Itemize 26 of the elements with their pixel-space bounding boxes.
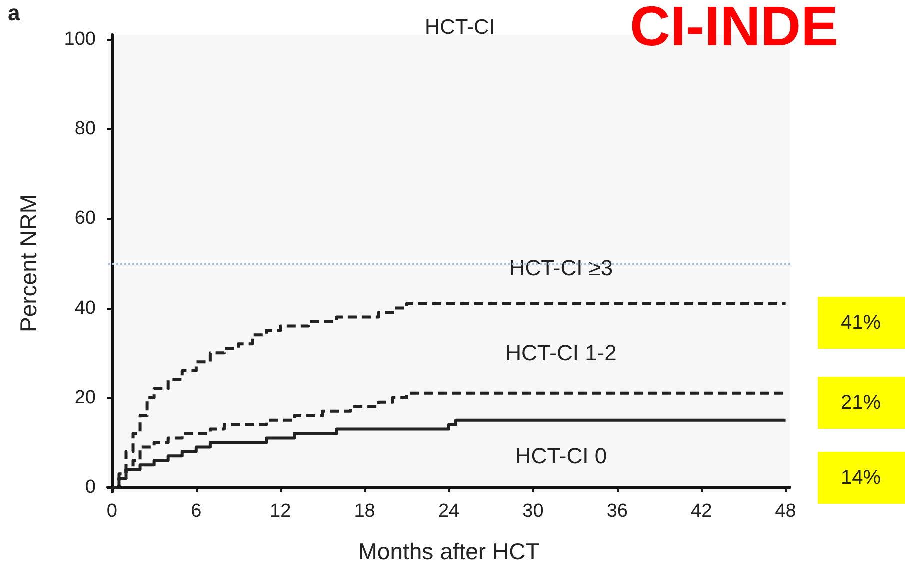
x-tick-label: 6 — [191, 501, 202, 522]
y-axis-title: Percent NRM — [16, 194, 42, 333]
series-label: HCT-CI 1-2 — [506, 340, 617, 366]
series-label: HCT-CI 0 — [515, 444, 608, 469]
x-tick-label: 48 — [775, 501, 796, 522]
x-axis-title: Months after HCT — [358, 538, 540, 564]
y-tick-label: 100 — [64, 28, 96, 50]
x-tick-label: 12 — [270, 501, 292, 522]
text: a — [8, 0, 21, 26]
x-tick-label: 18 — [354, 501, 376, 522]
text: 14% — [840, 467, 882, 489]
x-tick-label: 0 — [106, 501, 118, 522]
text: 21% — [840, 392, 882, 414]
chart-title: HCT-CI — [425, 16, 495, 39]
annotation: CI-INDE — [630, 0, 838, 58]
x-tick-label: 42 — [691, 501, 712, 522]
text: 41% — [840, 312, 882, 334]
y-tick-label: 60 — [74, 208, 96, 230]
y-tick-label: 80 — [74, 118, 96, 140]
x-tick-label: 30 — [522, 501, 544, 522]
x-tick-label: 24 — [438, 501, 460, 522]
y-tick-label: 0 — [85, 477, 96, 498]
y-tick-label: 20 — [74, 387, 96, 408]
y-tick-label: 40 — [74, 298, 96, 319]
x-tick-label: 36 — [606, 501, 628, 522]
series-label: HCT-CI ≥3 — [509, 255, 614, 280]
